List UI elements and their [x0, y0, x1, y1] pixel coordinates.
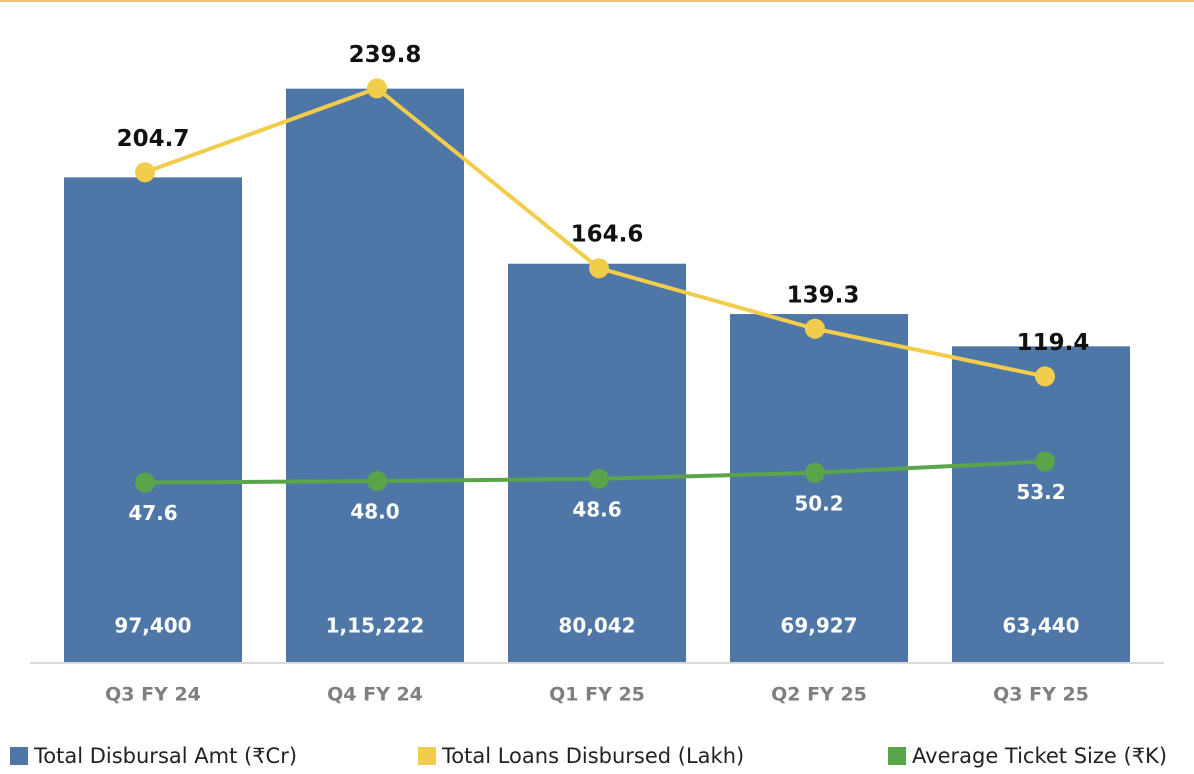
point — [1035, 366, 1055, 387]
bar — [64, 177, 242, 663]
point-value-label: 204.7 — [117, 126, 190, 152]
x-tick-label: Q1 FY 25 — [549, 684, 645, 706]
bar — [508, 263, 686, 662]
point — [805, 318, 825, 339]
point-value-label: 164.6 — [571, 222, 644, 248]
point — [1035, 451, 1055, 472]
x-tick-label: Q2 FY 25 — [771, 684, 867, 706]
point — [589, 258, 609, 279]
bar-value-label: 1,15,222 — [326, 614, 425, 638]
bar-value-label: 97,400 — [114, 614, 191, 638]
x-tick-label: Q3 FY 25 — [993, 684, 1089, 706]
point-value-label: 47.6 — [128, 501, 177, 525]
legend-swatch — [10, 747, 28, 765]
point-value-label: 48.6 — [572, 497, 621, 521]
bar-value-label: 63,440 — [1002, 614, 1079, 638]
bar-value-label: 80,042 — [558, 614, 635, 638]
legend-label: Total Disbursal Amt (₹Cr) — [33, 744, 297, 768]
point — [805, 462, 825, 483]
point-value-label: 139.3 — [787, 282, 860, 308]
bar — [286, 88, 464, 662]
point — [367, 78, 387, 99]
legend-label: Total Loans Disbursed (Lakh) — [441, 744, 744, 768]
legend-swatch — [888, 747, 906, 765]
bar — [730, 314, 908, 662]
point — [367, 471, 387, 492]
point — [135, 162, 155, 183]
bar-value-label: 69,927 — [780, 614, 857, 638]
point-value-label: 50.2 — [794, 491, 843, 515]
bar — [952, 346, 1130, 662]
point-value-label: 53.2 — [1016, 480, 1065, 504]
legend-swatch — [418, 747, 436, 765]
x-tick-label: Q4 FY 24 — [327, 684, 423, 706]
point-value-label: 119.4 — [1017, 330, 1090, 356]
point-value-label: 48.0 — [350, 500, 399, 524]
point-value-label: 239.8 — [349, 42, 422, 68]
x-tick-label: Q3 FY 24 — [105, 684, 201, 706]
legend-label: Average Ticket Size (₹K) — [912, 744, 1167, 768]
point — [135, 472, 155, 493]
point — [589, 468, 609, 489]
